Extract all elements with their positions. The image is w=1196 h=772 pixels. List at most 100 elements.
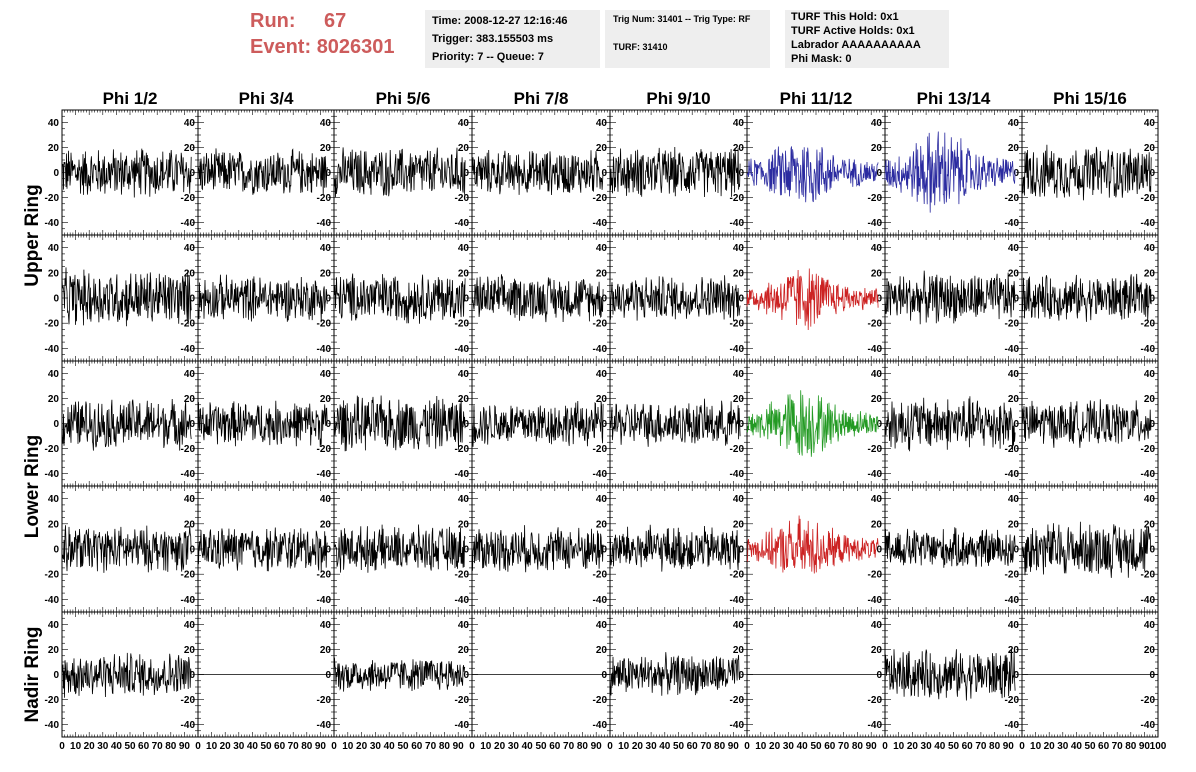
y-tick-label-left: -20 bbox=[45, 570, 60, 581]
y-tick-label: 0 bbox=[1013, 545, 1019, 556]
y-tick-label: 40 bbox=[1008, 243, 1020, 254]
turf-info-panel: TURF This Hold: 0x1 TURF Active Holds: 0… bbox=[785, 10, 949, 68]
y-tick-label: -40 bbox=[868, 218, 883, 229]
y-tick-label: 0 bbox=[738, 545, 744, 556]
y-tick-label: 40 bbox=[733, 118, 745, 129]
turf-text: TURF: 31410 bbox=[613, 42, 668, 52]
y-tick-label: 20 bbox=[1144, 519, 1156, 530]
y-tick-label: 0 bbox=[325, 294, 331, 305]
y-tick-label: -20 bbox=[181, 444, 196, 455]
y-tick-label: -20 bbox=[317, 444, 332, 455]
y-tick-label: -20 bbox=[730, 444, 745, 455]
y-tick-label: 20 bbox=[733, 394, 745, 405]
y-tick-label: -20 bbox=[868, 193, 883, 204]
y-tick-label: 20 bbox=[320, 268, 332, 279]
y-tick-label-left: 40 bbox=[48, 243, 60, 254]
labrador-text: Labrador AAAAAAAAAA bbox=[791, 39, 921, 51]
y-tick-label-left: 20 bbox=[48, 645, 60, 656]
y-tick-label: -20 bbox=[455, 319, 470, 330]
y-tick-label: -20 bbox=[181, 193, 196, 204]
y-tick-label: 20 bbox=[596, 268, 608, 279]
y-tick-label: 20 bbox=[596, 519, 608, 530]
phi-mask-text: Phi Mask: 0 bbox=[791, 53, 852, 65]
y-tick-label: -20 bbox=[593, 319, 608, 330]
y-tick-label: 40 bbox=[320, 369, 332, 380]
y-tick-label: -40 bbox=[593, 218, 608, 229]
event-value: 8026301 bbox=[316, 36, 395, 58]
y-tick-label: 40 bbox=[458, 494, 470, 505]
y-tick-label: -40 bbox=[317, 344, 332, 355]
y-tick-label: 0 bbox=[1149, 419, 1155, 430]
y-tick-label: -20 bbox=[868, 570, 883, 581]
waveform-trace-r0-c3 bbox=[471, 149, 604, 196]
trig-num-text: Trig Num: 31401 -- Trig Type: RF bbox=[613, 14, 751, 24]
y-tick-label: 20 bbox=[184, 645, 196, 656]
y-tick-label: 40 bbox=[184, 118, 196, 129]
y-tick-label: 40 bbox=[320, 118, 332, 129]
waveform-trace-r3-c3 bbox=[471, 525, 604, 573]
y-tick-label-left: 20 bbox=[48, 394, 60, 405]
y-tick-label: -40 bbox=[593, 595, 608, 606]
y-tick-label-left: -20 bbox=[45, 444, 60, 455]
y-tick-label: 20 bbox=[871, 394, 883, 405]
y-tick-label: 40 bbox=[458, 369, 470, 380]
y-tick-label: -20 bbox=[1005, 193, 1020, 204]
y-tick-label: -20 bbox=[868, 444, 883, 455]
time-text: Time: 2008-12-27 12:16:46 bbox=[432, 15, 568, 27]
y-tick-label: -40 bbox=[730, 344, 745, 355]
y-tick-label-left: 0 bbox=[53, 545, 59, 556]
waveform-trace-r1-c5 bbox=[746, 268, 879, 331]
y-tick-label-left: 20 bbox=[48, 268, 60, 279]
y-tick-label: -20 bbox=[593, 570, 608, 581]
waveform-trace-r3-c2 bbox=[333, 524, 466, 573]
y-tick-label: 20 bbox=[871, 143, 883, 154]
y-tick-label: 40 bbox=[458, 243, 470, 254]
y-tick-label: 40 bbox=[1144, 118, 1156, 129]
turf-active-text: TURF Active Holds: 0x1 bbox=[791, 25, 915, 37]
y-tick-label: -40 bbox=[455, 218, 470, 229]
y-tick-label: -20 bbox=[455, 570, 470, 581]
y-tick-label-left: 40 bbox=[48, 369, 60, 380]
y-tick-label-left: 0 bbox=[53, 294, 59, 305]
y-tick-label: -20 bbox=[317, 319, 332, 330]
waveform-trace-r1-c2 bbox=[333, 273, 466, 324]
waveform-trace-r1-c4 bbox=[609, 275, 741, 322]
y-tick-label-left: -20 bbox=[45, 695, 60, 706]
y-tick-label: -20 bbox=[1005, 319, 1020, 330]
y-tick-label: -20 bbox=[1141, 193, 1156, 204]
y-tick-label: -20 bbox=[317, 570, 332, 581]
waveform-trace-r2-c2 bbox=[333, 395, 466, 452]
y-tick-label: -40 bbox=[1005, 469, 1020, 480]
y-tick-label: -40 bbox=[317, 595, 332, 606]
y-tick-label: -40 bbox=[730, 595, 745, 606]
y-tick-label: 20 bbox=[596, 394, 608, 405]
y-tick-label: -20 bbox=[1005, 570, 1020, 581]
waveform-trace-r0-c4 bbox=[609, 146, 741, 198]
waveform-trace-r2-c7 bbox=[1021, 399, 1152, 448]
waveform-trace-r3-c1 bbox=[197, 527, 328, 572]
waveform-trace-r2-c1 bbox=[197, 400, 328, 447]
waveform-trace-r0-c7 bbox=[1021, 144, 1152, 201]
y-tick-label: 20 bbox=[1008, 394, 1020, 405]
y-tick-label-left: -40 bbox=[45, 218, 60, 229]
y-tick-label-left: 0 bbox=[53, 670, 59, 681]
y-tick-label: -20 bbox=[1141, 570, 1156, 581]
y-tick-label: 20 bbox=[733, 268, 745, 279]
y-tick-label: 0 bbox=[1013, 419, 1019, 430]
y-tick-label: -20 bbox=[868, 319, 883, 330]
y-tick-label: 40 bbox=[1144, 494, 1156, 505]
y-tick-label: -20 bbox=[317, 193, 332, 204]
waveform-trace-r1-c3 bbox=[471, 274, 604, 323]
y-tick-label: 40 bbox=[871, 243, 883, 254]
y-tick-label-left: 40 bbox=[48, 494, 60, 505]
y-tick-label: 0 bbox=[325, 419, 331, 430]
y-tick-label: -20 bbox=[730, 193, 745, 204]
y-tick-label: -20 bbox=[1005, 444, 1020, 455]
waveform-trace-r1-c7 bbox=[1021, 273, 1152, 322]
y-tick-label: 40 bbox=[320, 494, 332, 505]
y-tick-label: 0 bbox=[876, 294, 882, 305]
y-tick-label: 40 bbox=[184, 494, 196, 505]
y-tick-label: 0 bbox=[189, 168, 195, 179]
y-tick-label: -40 bbox=[1005, 218, 1020, 229]
y-tick-label: 40 bbox=[871, 369, 883, 380]
